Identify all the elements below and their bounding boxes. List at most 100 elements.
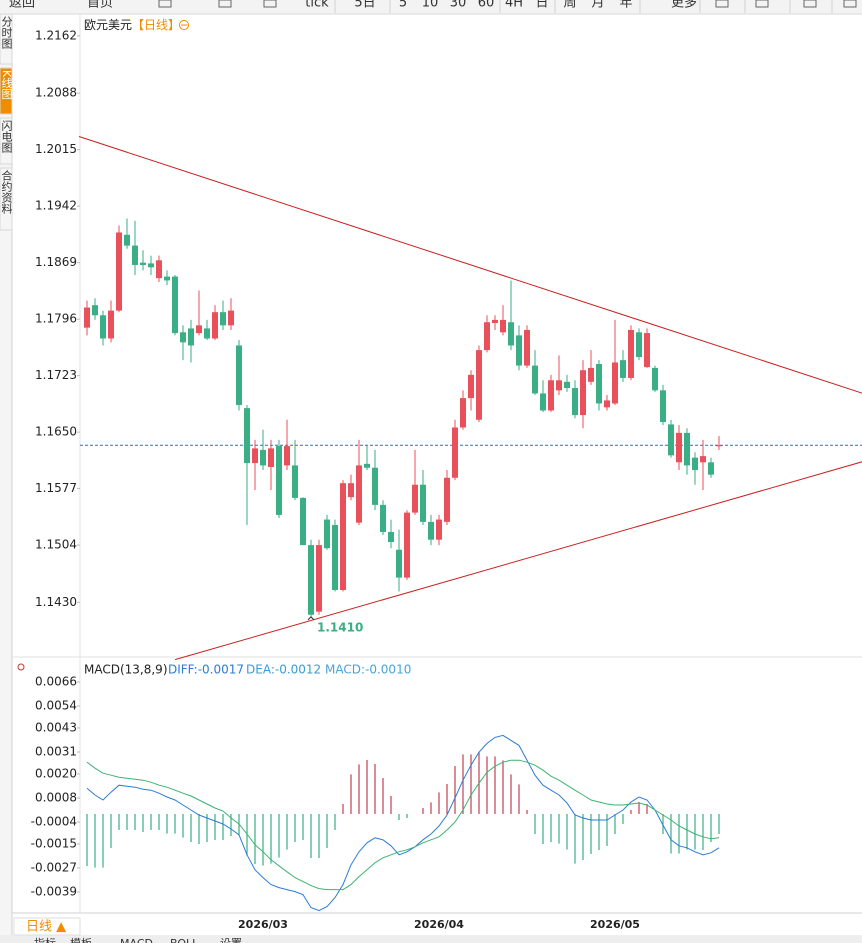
sidebar-tab-label[interactable]: 合约资料: [0, 169, 13, 215]
candle-body: [340, 483, 346, 590]
toolbar-icon[interactable]: [263, 0, 277, 8]
sidebar-tab-label[interactable]: 闪电图: [0, 119, 13, 154]
candle-body: [412, 484, 418, 513]
candle-body: [604, 400, 610, 408]
candle-body: [300, 497, 306, 546]
toolbar-button[interactable]: 周: [563, 0, 576, 11]
toolbar-icon[interactable]: [843, 0, 857, 8]
toolbar-button[interactable]: 首页: [87, 0, 113, 11]
toolbar-button[interactable]: tick: [305, 0, 329, 11]
indicator-value: MACD:-0.0010: [325, 663, 411, 677]
toolbar-button[interactable]: 60: [478, 0, 495, 11]
candle-body: [444, 477, 450, 522]
macd-line: [86, 759, 720, 891]
indicator-icon[interactable]: [17, 663, 25, 671]
candle-body: [252, 448, 258, 464]
y-tick-label: 1.1577: [35, 481, 77, 495]
period-button[interactable]: 日线 ▲: [26, 920, 66, 935]
toolbar-button[interactable]: 年: [619, 0, 632, 11]
candle-body: [716, 445, 722, 447]
toolbar-button[interactable]: 月: [591, 0, 604, 11]
candle-body: [108, 310, 114, 339]
candle-body: [276, 446, 282, 515]
macd-line: [86, 734, 720, 912]
candle-body: [100, 315, 106, 339]
candle-body: [524, 329, 530, 366]
indicator-value: DEA:-0.0012: [246, 663, 321, 677]
candle-body: [700, 456, 706, 463]
bottom-tab[interactable]: MACD: [120, 937, 153, 943]
candle-body: [324, 519, 330, 549]
bottom-tab[interactable]: 设置: [220, 937, 242, 943]
candle-body: [460, 398, 466, 428]
y-tick-label: 1.1942: [35, 199, 77, 213]
candle-body: [284, 446, 290, 466]
toolbar-icon[interactable]: [755, 0, 769, 8]
bottom-tab[interactable]: 指标: [34, 936, 56, 943]
candle-body: [364, 463, 370, 468]
candle-body: [212, 312, 218, 339]
candle-body: [356, 465, 362, 523]
candle-body: [132, 245, 138, 265]
toolbar-icon[interactable]: [218, 0, 232, 8]
toolbar-button[interactable]: 返回: [9, 0, 35, 11]
low-marker: [307, 616, 315, 621]
bottom-tab[interactable]: 模板: [70, 936, 92, 943]
sidebar-tab[interactable]: [0, 67, 13, 115]
sidebar-tab[interactable]: [0, 117, 13, 165]
candle-body: [92, 305, 98, 316]
candle-body: [652, 367, 658, 391]
y-tick-label: -0.0039: [31, 885, 77, 899]
candle-body: [628, 329, 634, 378]
collapse-icon[interactable]: [179, 20, 189, 30]
y-tick-label: 0.0043: [35, 721, 77, 735]
toolbar-button[interactable]: 10: [422, 0, 439, 11]
candle-body: [148, 263, 154, 268]
bottom-tab[interactable]: BOLL: [170, 937, 199, 943]
toolbar-button[interactable]: 更多: [671, 0, 697, 11]
candle-body: [540, 393, 546, 411]
candle-body: [492, 319, 498, 324]
y-tick-label: 1.2088: [35, 86, 77, 100]
candle-body: [268, 448, 274, 467]
candle-body: [372, 467, 378, 505]
candle-body: [484, 322, 490, 351]
toolbar-button[interactable]: 30: [450, 0, 467, 11]
toolbar-button[interactable]: 日: [535, 0, 548, 11]
y-tick-label: -0.0027: [31, 861, 77, 875]
period-button-frame[interactable]: [13, 917, 81, 936]
candle-body: [292, 465, 298, 498]
candle-body: [644, 333, 650, 368]
candle-body: [500, 319, 506, 333]
toolbar-icon[interactable]: [803, 0, 817, 8]
sidebar-tab[interactable]: [0, 13, 13, 65]
candle-body: [228, 310, 234, 326]
toolbar-icon[interactable]: [158, 0, 172, 8]
candle-body: [612, 362, 618, 404]
toolbar-icon[interactable]: [715, 0, 729, 8]
x-tick-label: 2026/04: [414, 918, 464, 931]
candle-body: [420, 484, 426, 522]
candle-body: [156, 260, 162, 279]
candle-body: [436, 519, 442, 540]
toolbar-button[interactable]: 5日: [354, 0, 375, 11]
candle-body: [564, 381, 570, 389]
y-tick-label: 0.0031: [35, 745, 77, 759]
sidebar-tab[interactable]: [0, 167, 13, 231]
toolbar-button[interactable]: 5: [399, 0, 407, 11]
y-tick-label: 0.0066: [35, 675, 77, 689]
candle-body: [684, 432, 690, 466]
x-tick-label: 2026/05: [590, 918, 640, 931]
x-tick-label: 2026/03: [238, 918, 288, 931]
candle-body: [204, 328, 210, 339]
candle-body: [180, 332, 186, 343]
sidebar: [0, 14, 12, 943]
toolbar-button[interactable]: 4H: [505, 0, 523, 11]
candle-body: [116, 232, 122, 311]
toolbar: [0, 0, 862, 14]
sidebar-tab-label[interactable]: 分时图: [0, 16, 13, 50]
sidebar-tab-label[interactable]: K线图: [0, 70, 13, 100]
y-tick-label: 1.1650: [35, 425, 77, 439]
candle-body: [588, 367, 594, 382]
